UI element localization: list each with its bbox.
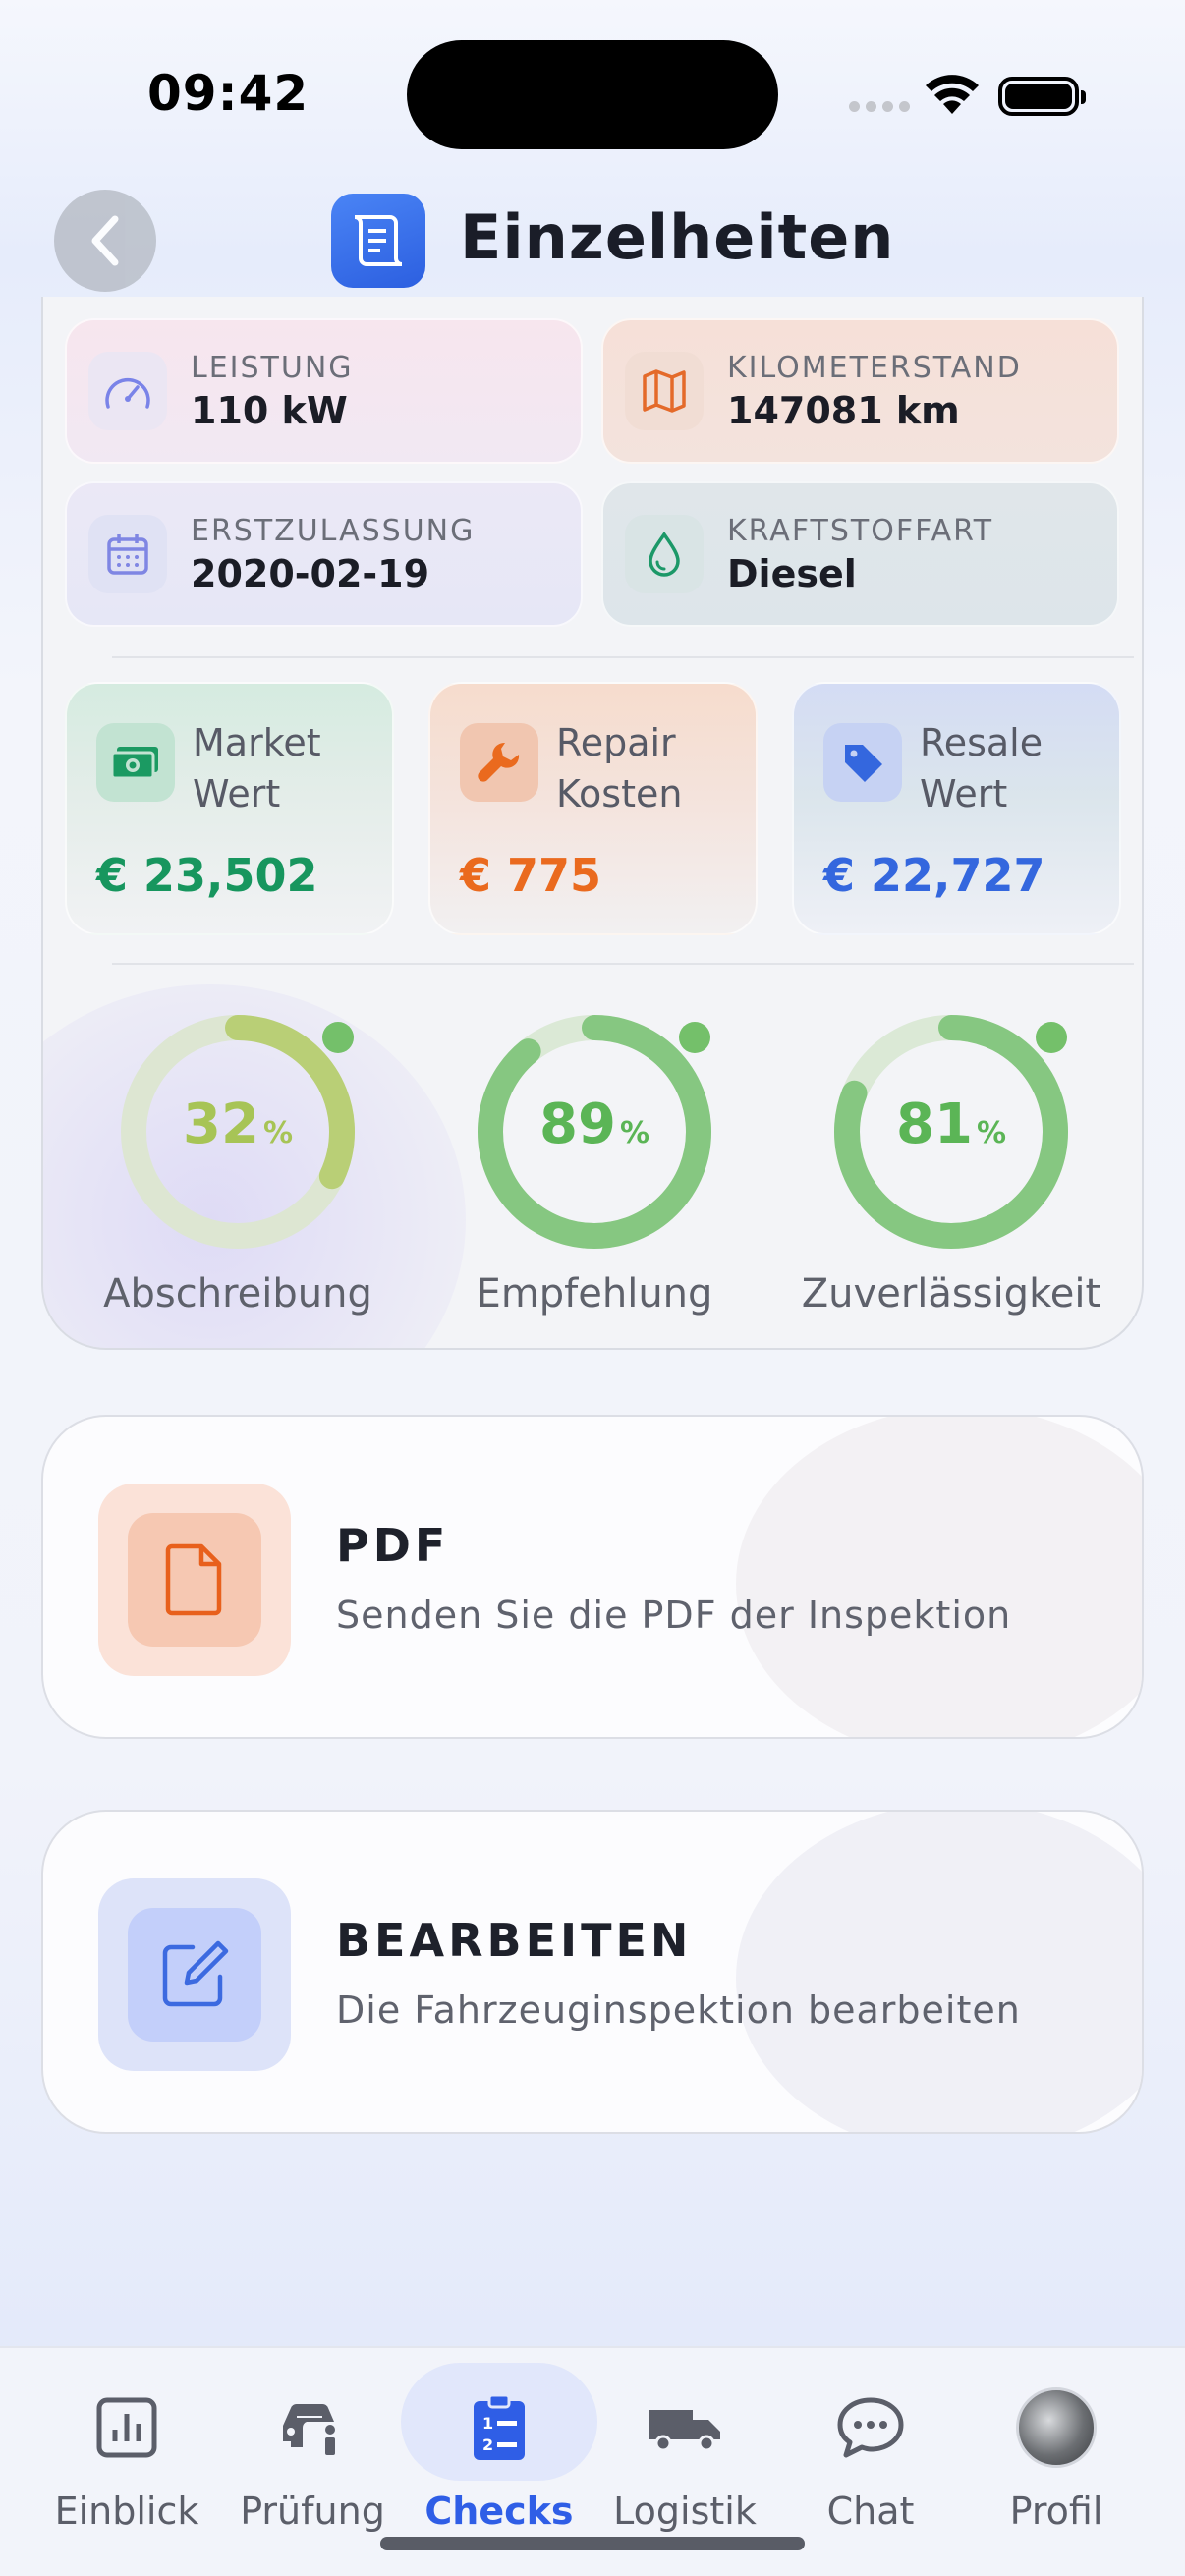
document-icon xyxy=(128,1513,261,1647)
spec-label: LEISTUNG xyxy=(191,350,354,385)
chat-bubble-icon xyxy=(837,2397,904,2458)
divider xyxy=(112,656,1134,658)
money-icon xyxy=(96,723,175,802)
resale-value-amount: € 22,727 xyxy=(823,849,1045,902)
gauge-dot xyxy=(679,1022,710,1053)
gauge-unit: % xyxy=(976,1116,1006,1150)
gauge-label: Zuverlässigkeit xyxy=(801,1271,1101,1316)
page-title: Einzelheiten xyxy=(460,201,895,273)
tab-einblick[interactable]: Einblick xyxy=(33,2383,220,2533)
gauge-value: 32 xyxy=(183,1092,259,1156)
gauge-depreciation: 32% Abschreibung xyxy=(71,1004,405,1316)
chevron-left-icon xyxy=(91,215,119,266)
gauge-arc xyxy=(478,1015,711,1249)
spec-label: KRAFTSTOFFART xyxy=(727,513,994,548)
wifi-icon xyxy=(926,75,979,114)
tab-label: Profil xyxy=(1009,2490,1103,2533)
svg-text:1: 1 xyxy=(482,2414,493,2433)
spec-value: 2020-02-19 xyxy=(191,551,430,595)
market-value-tile: Market Wert € 23,502 xyxy=(65,682,394,935)
market-label-1: Market xyxy=(193,721,321,764)
gauge-value: 81 xyxy=(896,1092,973,1156)
pdf-description: Senden Sie die PDF der Inspektion xyxy=(336,1594,1012,1637)
market-label-2: Wert xyxy=(193,772,281,815)
repair-label-2: Kosten xyxy=(556,772,683,815)
fuel-drop-icon xyxy=(625,515,704,593)
battery-icon xyxy=(998,77,1086,116)
tab-profil[interactable]: Profil xyxy=(963,2383,1150,2533)
wrench-icon xyxy=(460,723,538,802)
spec-value: 147081 km xyxy=(727,388,960,432)
calendar-icon xyxy=(88,515,167,593)
gauge-label: Empfehlung xyxy=(476,1271,713,1316)
dynamic-island xyxy=(407,40,778,149)
edit-title: BEARBEITEN xyxy=(336,1914,693,1967)
map-icon xyxy=(625,352,704,430)
spec-fuel-type: KRAFTSTOFFART Diesel xyxy=(601,481,1119,627)
checklist-icon: 12 xyxy=(474,2393,525,2460)
tab-label: Checks xyxy=(424,2490,574,2533)
spec-label: ERSTZULASSUNG xyxy=(191,513,476,548)
spec-label: KILOMETERSTAND xyxy=(727,350,1022,385)
car-info-icon xyxy=(283,2403,335,2455)
tab-label: Prüfung xyxy=(240,2490,385,2533)
edit-icon xyxy=(128,1908,261,2042)
back-button[interactable] xyxy=(54,190,156,292)
tab-label: Einblick xyxy=(54,2490,199,2533)
gauge-reliability: 81% Zuverlässigkeit xyxy=(784,1004,1118,1316)
pdf-action-card[interactable]: PDF Senden Sie die PDF der Inspektion xyxy=(41,1415,1144,1739)
tab-logistik[interactable]: Logistik xyxy=(592,2383,778,2533)
repair-cost-amount: € 775 xyxy=(460,849,602,902)
spec-mileage: KILOMETERSTAND 147081 km xyxy=(601,318,1119,464)
cellular-signal-icon xyxy=(849,101,910,112)
repair-label-1: Repair xyxy=(556,721,676,764)
resale-value-tile: Resale Wert € 22,727 xyxy=(792,682,1121,935)
tag-icon xyxy=(823,723,902,802)
gauge-recommendation: 89% Empfehlung xyxy=(427,1004,762,1316)
edit-description: Die Fahrzeuginspektion bearbeiten xyxy=(336,1988,1021,2032)
tab-label: Chat xyxy=(826,2490,915,2533)
divider xyxy=(112,963,1134,965)
status-time: 09:42 xyxy=(147,65,310,122)
tab-chat[interactable]: Chat xyxy=(777,2383,964,2533)
gauge-unit: % xyxy=(262,1116,293,1150)
home-indicator xyxy=(380,2537,805,2550)
spec-first-registration: ERSTZULASSUNG 2020-02-19 xyxy=(65,481,583,627)
spec-value: Diesel xyxy=(727,551,857,595)
receipt-icon xyxy=(331,194,425,288)
gauge-value: 89 xyxy=(539,1092,616,1156)
resale-label-1: Resale xyxy=(920,721,1044,764)
gauge-arc xyxy=(834,1015,1068,1249)
chart-icon xyxy=(96,2397,157,2458)
gauge-dot xyxy=(1036,1022,1067,1053)
avatar xyxy=(1016,2387,1097,2468)
market-value-amount: € 23,502 xyxy=(96,849,318,902)
resale-label-2: Wert xyxy=(920,772,1008,815)
speedometer-icon xyxy=(88,352,167,430)
tab-pruefung[interactable]: Prüfung xyxy=(219,2383,406,2533)
svg-text:2: 2 xyxy=(482,2436,493,2454)
spec-power: LEISTUNG 110 kW xyxy=(65,318,583,464)
tab-label: Logistik xyxy=(613,2490,757,2533)
truck-icon xyxy=(649,2410,720,2452)
gauge-arc xyxy=(121,1015,355,1249)
gauge-unit: % xyxy=(619,1116,649,1150)
gauge-label: Abschreibung xyxy=(103,1271,372,1316)
edit-action-card[interactable]: BEARBEITEN Die Fahrzeuginspektion bearbe… xyxy=(41,1810,1144,2134)
repair-cost-tile: Repair Kosten € 775 xyxy=(428,682,758,935)
pdf-title: PDF xyxy=(336,1519,450,1572)
gauge-dot xyxy=(322,1022,354,1053)
spec-value: 110 kW xyxy=(191,388,348,432)
vehicle-summary-card: LEISTUNG 110 kW KILOMETERSTAND 147081 km E… xyxy=(41,297,1144,1350)
